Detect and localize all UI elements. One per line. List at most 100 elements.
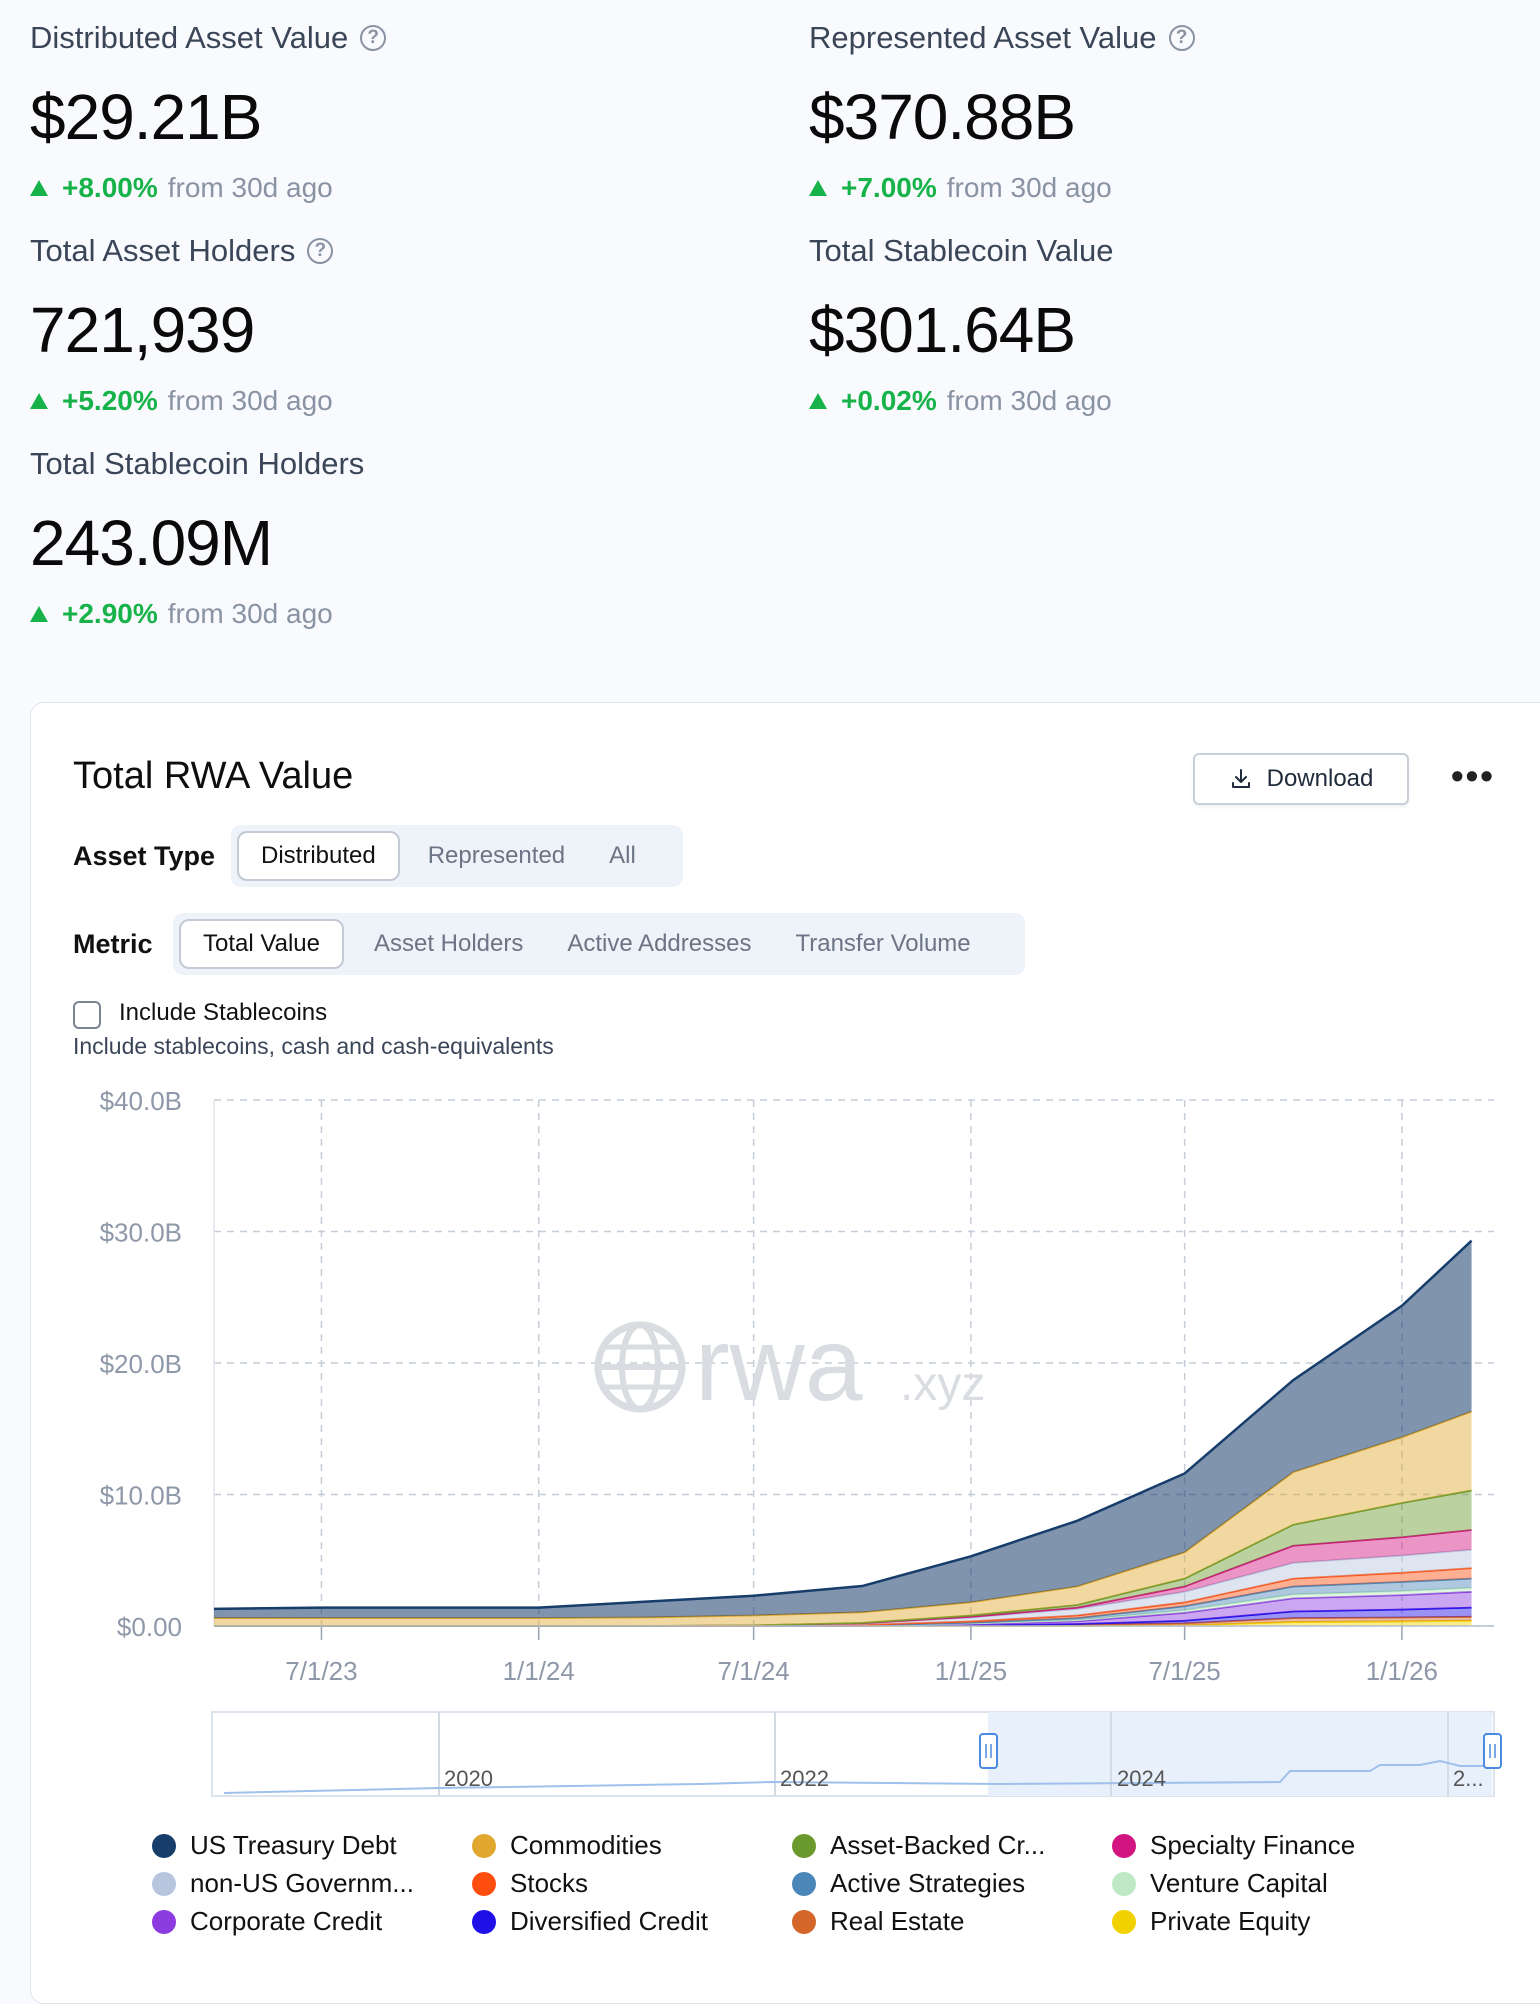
stat-value: $29.21B <box>30 81 262 153</box>
stat-label: Total Asset Holders <box>30 233 296 268</box>
y-tick-label: $10.0B <box>100 1481 182 1511</box>
range-navigator[interactable]: 2020 2022 2024 2... <box>211 1711 1502 1797</box>
help-icon[interactable]: ? <box>1168 25 1195 51</box>
legend-label: Corporate Credit <box>190 1906 383 1936</box>
legend-item[interactable]: Stocks <box>472 1868 588 1899</box>
metric-total-value[interactable]: Total Value <box>179 919 344 969</box>
up-arrow-icon <box>809 180 827 196</box>
stat-label-wrap: Total Stablecoin Value <box>809 231 1540 271</box>
stat-label-wrap: Represented Asset Value? <box>809 18 1540 58</box>
stat-distributed-asset-value: Distributed Asset Value? $29.21B +8.00% f… <box>30 18 770 204</box>
stat-total-asset-holders: Total Asset Holders? 721,939 +5.20% from … <box>30 231 770 417</box>
stat-label: Represented Asset Value <box>809 20 1157 55</box>
stat-value: $370.88B <box>809 81 1076 153</box>
legend-item[interactable]: Private Equity <box>1112 1906 1310 1937</box>
area-us-treasury-debt <box>214 1240 1472 1619</box>
metric-transfer-volume[interactable]: Transfer Volume <box>795 930 971 957</box>
y-axis: $0.00 $10.0B $20.0B $30.0B $40.0B <box>100 1086 182 1642</box>
legend-swatch <box>1112 1909 1136 1934</box>
legend-label: Venture Capital <box>1150 1868 1328 1898</box>
line-us-treasury-debt <box>213 1239 1473 1611</box>
download-button[interactable]: Download <box>1193 753 1409 805</box>
navigator-left-handle[interactable] <box>979 1733 998 1769</box>
asset-type-distributed[interactable]: Distributed <box>237 831 400 881</box>
legend-label: Real Estate <box>830 1906 965 1936</box>
help-icon[interactable]: ? <box>360 25 387 51</box>
stat-change: +2.90% from 30d ago <box>30 598 770 630</box>
legend-label: Stocks <box>510 1868 589 1898</box>
legend-swatch <box>472 1871 496 1896</box>
stat-change: +5.20% from 30d ago <box>30 385 770 417</box>
include-stablecoins-checkbox[interactable] <box>73 1001 101 1029</box>
legend-item[interactable]: Specialty Finance <box>1112 1830 1355 1861</box>
stat-change-percent: +5.20% <box>62 385 158 416</box>
area-specialty-finance <box>214 1530 1472 1626</box>
include-stablecoins-label: Include Stablecoins <box>119 999 328 1026</box>
area-corporate-credit <box>214 1591 1472 1626</box>
navigator-tick: 2020 <box>444 1766 493 1791</box>
asset-type-label: Asset Type <box>73 841 216 871</box>
legend-swatch <box>792 1833 816 1858</box>
stat-change-period: from 30d ago <box>167 598 333 629</box>
legend-swatch <box>1112 1833 1136 1858</box>
legend-swatch <box>152 1833 176 1858</box>
legend-swatch <box>472 1909 496 1934</box>
watermark-suffix: .xyz <box>900 1358 985 1411</box>
stat-value: 243.09M <box>30 507 273 579</box>
rwa-watermark: rwa .xyz <box>594 1307 985 1423</box>
x-tick-label: 1/1/26 <box>1366 1656 1438 1686</box>
legend-item[interactable]: non-US Governm... <box>152 1868 414 1899</box>
watermark-text: rwa <box>695 1307 863 1423</box>
legend-item[interactable]: Asset-Backed Cr... <box>792 1830 1045 1861</box>
stat-change: +7.00% from 30d ago <box>809 172 1540 204</box>
up-arrow-icon <box>30 180 48 196</box>
navigator-right-handle[interactable] <box>1483 1733 1502 1769</box>
area-non-us-government-debt <box>214 1549 1472 1626</box>
download-label: Download <box>1266 765 1374 792</box>
legend-label: Private Equity <box>1150 1906 1311 1936</box>
metric-asset-holders[interactable]: Asset Holders <box>373 930 524 957</box>
legend-item[interactable]: Venture Capital <box>1112 1868 1328 1899</box>
area-commodities <box>214 1411 1472 1626</box>
legend-item[interactable]: Corporate Credit <box>152 1906 382 1937</box>
stat-change-period: from 30d ago <box>946 385 1112 416</box>
legend-label: US Treasury Debt <box>190 1830 397 1860</box>
legend-item[interactable]: US Treasury Debt <box>152 1830 397 1861</box>
legend-item[interactable]: Real Estate <box>792 1906 964 1937</box>
stat-value: $301.64B <box>809 294 1076 366</box>
download-icon <box>1231 769 1250 788</box>
legend-label: Specialty Finance <box>1150 1830 1356 1860</box>
help-icon[interactable]: ? <box>307 238 334 264</box>
area-stocks <box>214 1568 1472 1626</box>
up-arrow-icon <box>30 606 48 622</box>
area-venture-capital <box>214 1587 1472 1626</box>
stat-change-period: from 30d ago <box>167 172 333 203</box>
legend-item[interactable]: Diversified Credit <box>472 1906 708 1937</box>
area-active-strategies <box>214 1578 1472 1626</box>
stat-value: 721,939 <box>30 294 255 366</box>
legend-label: Active Strategies <box>830 1868 1026 1898</box>
chart-areas <box>213 1239 1473 1627</box>
x-tick-label: 7/1/24 <box>717 1656 789 1686</box>
metric-active-addresses[interactable]: Active Addresses <box>567 930 752 957</box>
legend-item[interactable]: Active Strategies <box>792 1868 1025 1899</box>
legend-label: Diversified Credit <box>510 1906 708 1936</box>
navigator-tick: 2... <box>1453 1766 1484 1791</box>
legend-label: Commodities <box>510 1830 662 1860</box>
include-stablecoins-note: Include stablecoins, cash and cash-equiv… <box>73 1033 554 1059</box>
y-tick-label: $40.0B <box>100 1086 182 1116</box>
stat-change-percent: +0.02% <box>841 385 937 416</box>
legend-swatch <box>792 1909 816 1934</box>
stat-total-stablecoin-value: Total Stablecoin Value $301.64B +0.02% fr… <box>809 231 1540 417</box>
stat-represented-asset-value: Represented Asset Value? $370.88B +7.00%… <box>809 18 1540 204</box>
y-tick-label: $20.0B <box>100 1349 182 1379</box>
asset-type-all[interactable]: All <box>609 842 636 869</box>
stat-change: +8.00% from 30d ago <box>30 172 770 204</box>
legend-item[interactable]: Commodities <box>472 1830 662 1861</box>
asset-type-represented[interactable]: Represented <box>427 842 566 869</box>
stat-label: Total Stablecoin Value <box>809 233 1114 268</box>
more-options-icon[interactable]: ••• <box>1451 755 1495 796</box>
stat-change-period: from 30d ago <box>946 172 1112 203</box>
stat-label-wrap: Distributed Asset Value? <box>30 18 770 58</box>
stat-change-percent: +8.00% <box>62 172 158 203</box>
